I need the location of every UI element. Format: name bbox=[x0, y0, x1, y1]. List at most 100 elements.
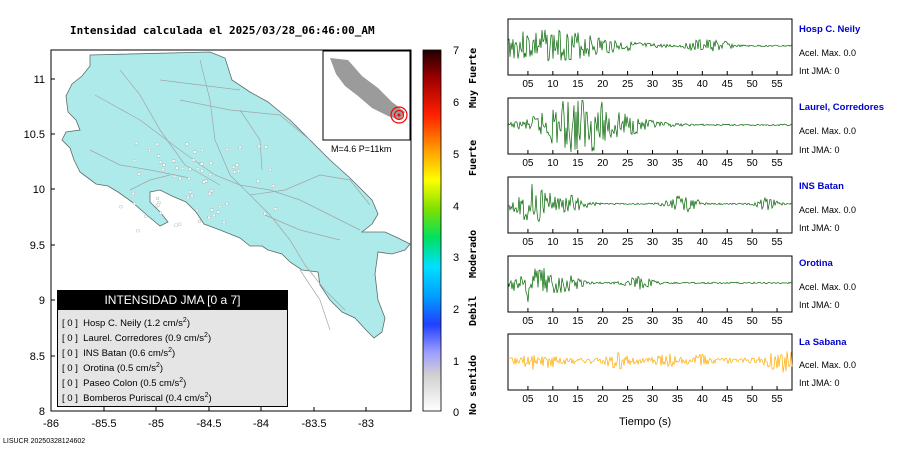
waveform-tick-label: 05 bbox=[522, 316, 534, 327]
waveform-tick-label: 20 bbox=[597, 394, 609, 405]
map-station-marker bbox=[148, 149, 151, 153]
waveform-trace bbox=[507, 29, 793, 62]
map-ytick-label: 10.5 bbox=[24, 129, 45, 141]
legend-row: [ 0 ] Laurel. Corredores (0.9 cm/s2) bbox=[62, 332, 212, 345]
waveform-panel bbox=[507, 97, 793, 155]
waveform-tick-label: 50 bbox=[747, 158, 759, 169]
waveform-tick-label: 25 bbox=[622, 158, 634, 169]
map-station-marker bbox=[200, 148, 204, 152]
map-station-marker bbox=[158, 160, 162, 164]
waveform-tick-label: 15 bbox=[572, 79, 584, 90]
waveform-tick-label: 45 bbox=[722, 79, 734, 90]
map-station-marker bbox=[225, 148, 229, 151]
map-station-marker bbox=[178, 222, 182, 226]
waveform-tick-label: 30 bbox=[647, 316, 659, 327]
waveform-tick-label: 05 bbox=[522, 158, 534, 169]
map-station-marker bbox=[263, 212, 267, 216]
inset-label: M=4.6 P=11km bbox=[331, 144, 391, 154]
scale-label-debil: Debil bbox=[468, 295, 479, 326]
waveform-trace bbox=[507, 183, 793, 223]
waveform-tick-label: 35 bbox=[672, 158, 684, 169]
colorbar bbox=[422, 49, 442, 412]
colorbar-tick-label: 2 bbox=[453, 304, 459, 316]
waveform-tick-label: 45 bbox=[722, 158, 734, 169]
waveform-tick-label: 50 bbox=[747, 79, 759, 90]
station-acel: Acel. Max. 0.0 bbox=[799, 360, 857, 370]
map-ytick-label: 9 bbox=[39, 295, 45, 307]
map-station-marker bbox=[131, 192, 135, 195]
waveform-tick-label: 10 bbox=[547, 158, 559, 169]
waveform-tick-label: 10 bbox=[547, 237, 559, 248]
colorbar-tick-label: 5 bbox=[453, 149, 459, 161]
page-title: Intensidad calculada el 2025/03/28_06:46… bbox=[70, 24, 375, 37]
waveform-tick-label: 20 bbox=[597, 316, 609, 327]
map-station-marker bbox=[238, 145, 242, 149]
waveform-tick-label: 55 bbox=[771, 316, 783, 327]
map-station-marker bbox=[208, 173, 212, 177]
waveform-tick-label: 50 bbox=[747, 237, 759, 248]
map-station-marker bbox=[237, 169, 240, 173]
waveform-tick-label: 40 bbox=[697, 394, 709, 405]
waveform-tick-label: 10 bbox=[547, 394, 559, 405]
map-station-marker bbox=[256, 179, 260, 183]
map-station-marker bbox=[188, 190, 192, 194]
map-ytick-label: 10 bbox=[33, 184, 45, 196]
map-station-marker bbox=[157, 201, 161, 205]
waveform-tick-label: 10 bbox=[547, 79, 559, 90]
waveform-tick-label: 50 bbox=[747, 394, 759, 405]
waveform-panels: 05 10 15 20 25 30 35 40 45 50 55 05 10 15 20 25 30 35 40 45… bbox=[507, 18, 793, 405]
map-xtick-label: -84 bbox=[253, 418, 269, 430]
station-acel: Acel. Max. 0.0 bbox=[799, 282, 857, 292]
map-station-marker bbox=[210, 208, 214, 212]
map-station-marker bbox=[210, 189, 214, 193]
station-int: Int JMA: 0 bbox=[799, 378, 840, 388]
map-station-marker bbox=[155, 142, 159, 146]
station-int: Int JMA: 0 bbox=[799, 145, 840, 155]
colorbar-tick-label: 4 bbox=[453, 201, 459, 213]
map-station-marker bbox=[232, 165, 235, 169]
waveform-panel bbox=[507, 176, 793, 234]
map-ytick-label: 11 bbox=[34, 74, 45, 86]
map-station-marker bbox=[156, 196, 160, 200]
waveform-tick-label: 35 bbox=[672, 316, 684, 327]
map-station-marker bbox=[212, 214, 216, 217]
waveform-tick-label: 30 bbox=[647, 158, 659, 169]
waveform-tick-label: 05 bbox=[522, 79, 534, 90]
waveform-tick-label: 45 bbox=[722, 237, 734, 248]
waveform-tick-label: 30 bbox=[647, 394, 659, 405]
waveform-xlabel: Tiempo (s) bbox=[619, 416, 672, 428]
station-name: INS Batan bbox=[799, 181, 844, 192]
waveform-tick-label: 55 bbox=[771, 394, 783, 405]
station-name: Laurel, Corredores bbox=[799, 102, 884, 113]
map-station-marker bbox=[136, 229, 140, 233]
scale-label-muy-fuerte: Muy Fuerte bbox=[468, 47, 479, 108]
map-station-marker bbox=[137, 172, 141, 176]
map-station-marker bbox=[190, 194, 194, 198]
map-station-marker bbox=[159, 211, 162, 215]
waveform-tick-label: 15 bbox=[572, 237, 584, 248]
map-station-marker bbox=[202, 180, 206, 184]
legend-row: [ 0 ] Bomberos Puriscal (0.4 cm/s2) bbox=[62, 392, 212, 405]
map-station-marker bbox=[119, 205, 123, 209]
scale-label-fuerte: Fuerte bbox=[468, 139, 479, 176]
map-station-marker bbox=[173, 175, 176, 178]
map-xtick-label: -85.5 bbox=[91, 418, 116, 430]
waveform-tick-label: 40 bbox=[697, 158, 709, 169]
waveform-tick-label: 30 bbox=[647, 237, 659, 248]
map-station-marker bbox=[208, 192, 212, 196]
inset-land bbox=[330, 58, 405, 120]
map-yaxis: 11 10.5 10 9.5 9 8.5 8 bbox=[24, 74, 55, 418]
waveform-tick-label: 25 bbox=[622, 394, 634, 405]
station-int: Int JMA: 0 bbox=[799, 223, 840, 233]
map-station-marker bbox=[171, 159, 175, 163]
map-station-marker bbox=[218, 205, 222, 209]
map-station-marker bbox=[157, 154, 161, 158]
map-station-marker bbox=[200, 162, 204, 166]
waveform-tick-label: 15 bbox=[572, 394, 584, 405]
map-station-marker bbox=[133, 202, 136, 206]
map-station-marker bbox=[209, 161, 213, 165]
map-station-marker bbox=[216, 210, 220, 214]
map-station-dots bbox=[119, 141, 277, 233]
waveform-tick-label: 05 bbox=[522, 394, 534, 405]
waveform-tick-label: 20 bbox=[597, 237, 609, 248]
